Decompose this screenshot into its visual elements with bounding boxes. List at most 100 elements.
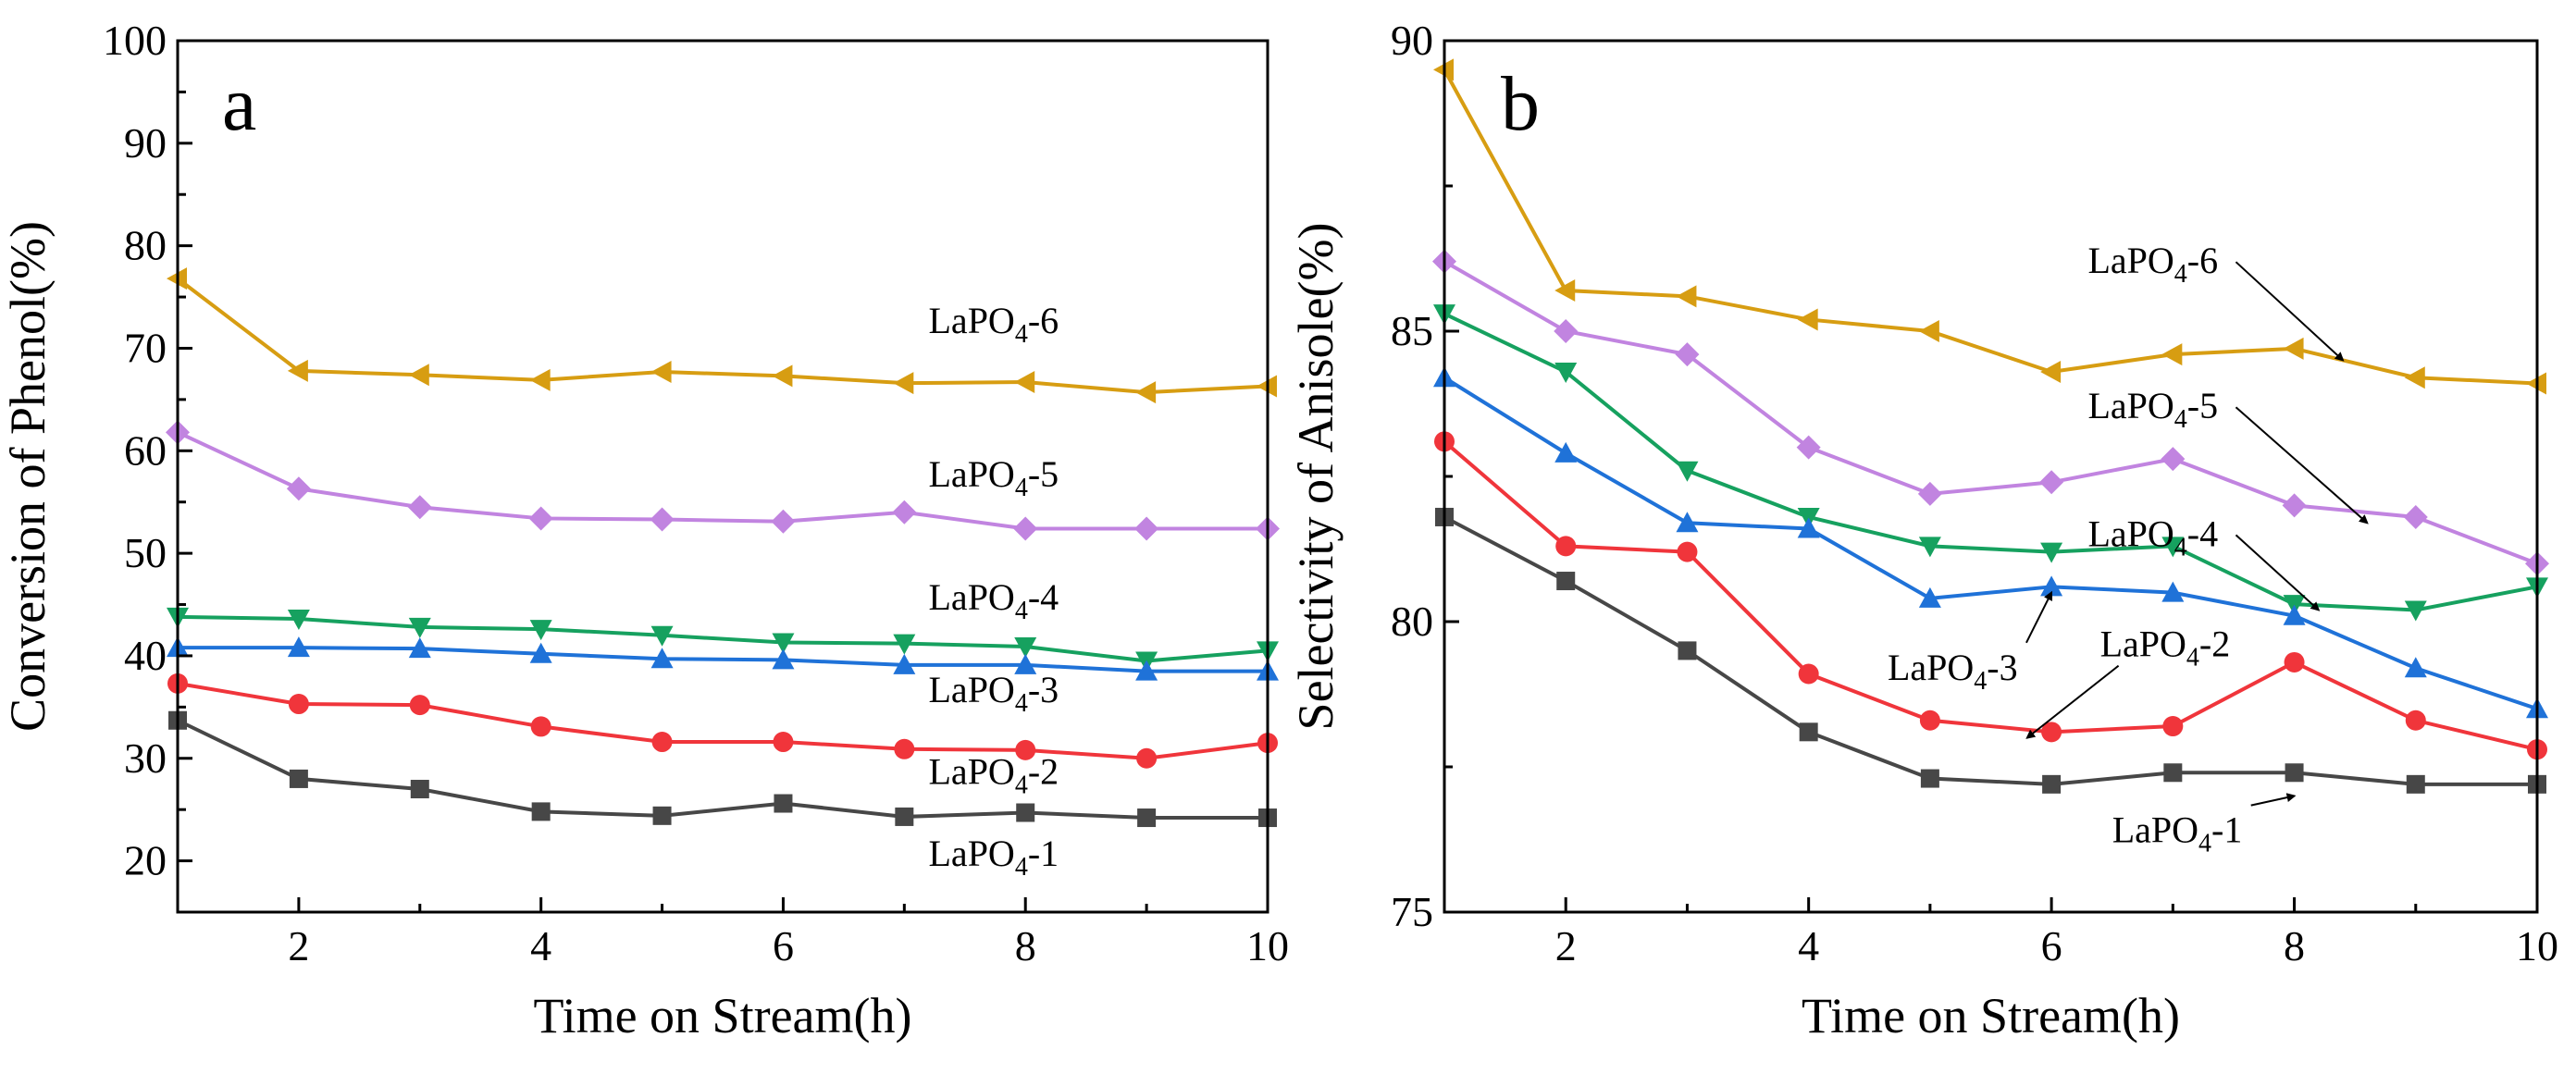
data-point	[1678, 641, 1697, 660]
data-point	[530, 716, 551, 737]
series-annotation: LaPO4-2	[2100, 623, 2231, 673]
data-point	[1797, 308, 1818, 331]
data-point	[2161, 447, 2186, 472]
x-tick-label: 10	[2516, 922, 2558, 969]
annotation-arrow	[2235, 261, 2345, 362]
data-point	[1918, 537, 1941, 558]
data-point	[2404, 366, 2425, 389]
panel-letter: b	[1501, 61, 1540, 147]
data-point	[408, 637, 431, 659]
data-point	[531, 802, 551, 821]
plot-frame	[176, 39, 1269, 914]
data-point	[287, 610, 310, 631]
data-point	[2040, 360, 2062, 383]
x-tick-label: 4	[1798, 922, 1819, 969]
data-point	[2042, 774, 2062, 794]
series-line-LaPO₄-4	[1443, 312, 2538, 612]
y-tick-label: 90	[124, 119, 167, 167]
data-point	[651, 732, 673, 753]
data-point	[2403, 504, 2428, 529]
series-line-LaPO₄-4	[177, 614, 1269, 663]
annotation-arrow	[2025, 664, 2120, 739]
series-annotation: LaPO4-5	[2087, 385, 2218, 434]
y-axis-label: Selectivity of Anisole(%)	[1288, 223, 1344, 731]
y-tick-label: 100	[103, 17, 167, 64]
data-point	[1136, 747, 1158, 769]
x-axis-label: Time on Stream(h)	[1802, 988, 2180, 1043]
data-point	[774, 794, 793, 813]
data-point	[652, 806, 672, 825]
data-point	[1016, 803, 1035, 822]
x-tick-label: 6	[2041, 922, 2062, 969]
data-point	[408, 364, 429, 387]
data-point	[2406, 774, 2425, 794]
series-line-LaPO₄-6	[176, 277, 1269, 395]
data-point	[529, 368, 551, 391]
data-point	[1798, 663, 1819, 685]
data-point	[650, 507, 675, 532]
data-point	[407, 495, 432, 520]
data-point	[1014, 371, 1035, 394]
data-point	[2404, 600, 2427, 622]
data-point	[772, 364, 793, 388]
series-annotation: LaPO4-4	[929, 576, 1059, 625]
series-annotation: LaPO4-4	[2087, 512, 2218, 562]
data-point	[2282, 493, 2307, 518]
data-point	[288, 694, 309, 715]
data-point	[529, 620, 552, 641]
data-point	[1917, 481, 1942, 506]
data-point	[408, 617, 431, 638]
y-tick-label: 85	[1391, 307, 1433, 354]
series-line-LaPO₄-6	[1443, 68, 2538, 386]
data-point	[772, 648, 795, 670]
data-point	[895, 807, 914, 826]
series-LaPO₄-2	[167, 673, 1278, 769]
x-tick-label: 8	[2284, 922, 2305, 969]
y-tick-label: 50	[124, 529, 167, 576]
data-point	[2162, 716, 2184, 737]
series-line-LaPO₄-2	[177, 681, 1269, 760]
x-tick-label: 4	[530, 922, 551, 969]
data-point	[1677, 541, 1698, 562]
series-line-LaPO₄-5	[1443, 259, 2538, 566]
data-point	[1554, 319, 1579, 343]
data-point	[772, 633, 795, 654]
data-point	[1015, 739, 1036, 760]
data-point	[1555, 536, 1577, 557]
data-point	[1676, 285, 1697, 308]
data-point	[1135, 660, 1158, 681]
data-point	[1676, 512, 1699, 533]
data-point	[650, 648, 674, 669]
series-annotation: LaPO4-6	[929, 300, 1059, 349]
data-point	[528, 506, 553, 531]
data-point	[1554, 362, 1578, 383]
y-tick-label: 60	[124, 426, 167, 474]
data-point	[892, 500, 917, 524]
y-tick-label: 80	[1391, 598, 1433, 645]
data-point	[529, 642, 552, 663]
series-LaPO₄-5	[1432, 249, 2549, 576]
data-point	[1554, 441, 1578, 463]
data-point	[1135, 381, 1157, 404]
data-point	[893, 372, 914, 395]
series-annotation: LaPO4-6	[2087, 240, 2218, 289]
y-tick-label: 90	[1391, 17, 1433, 64]
data-point	[1920, 769, 1939, 788]
data-point	[1918, 320, 1939, 342]
x-tick-label: 8	[1015, 922, 1036, 969]
data-point	[2283, 337, 2304, 360]
series-annotation: LaPO4-5	[929, 453, 1059, 502]
data-point	[2404, 657, 2427, 678]
series-LaPO₄-6	[1433, 58, 2546, 395]
series-annotation: LaPO4-3	[929, 669, 1059, 718]
annotation-arrow	[2025, 590, 2053, 644]
data-point	[289, 769, 308, 788]
data-point	[2039, 470, 2064, 495]
data-point	[410, 780, 429, 799]
data-point	[1137, 808, 1157, 828]
x-axis-label: Time on Stream(h)	[534, 988, 912, 1043]
x-tick-label: 6	[773, 922, 794, 969]
series-annotation: LaPO4-1	[2112, 809, 2243, 858]
series-LaPO₄-5	[166, 420, 1280, 541]
series-LaPO₄-4	[167, 607, 1279, 673]
